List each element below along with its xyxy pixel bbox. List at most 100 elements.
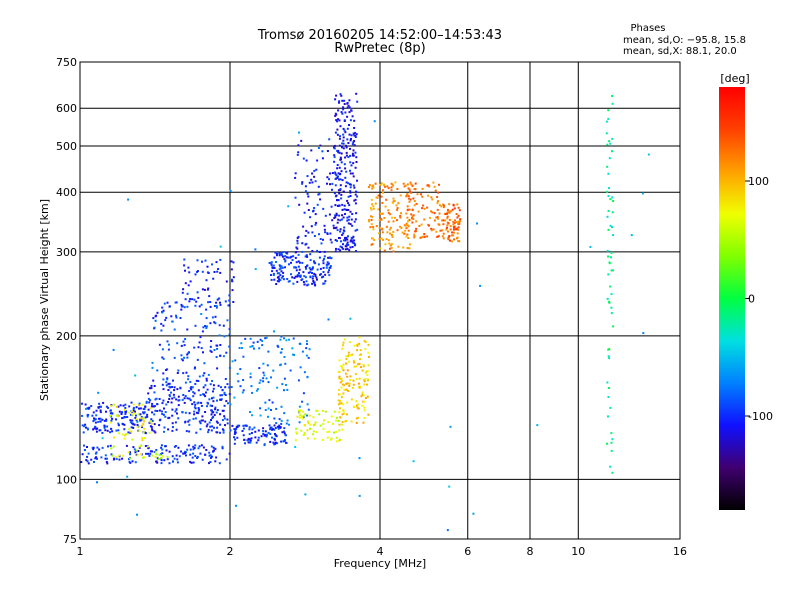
- data-point: [317, 193, 320, 196]
- data-point: [353, 140, 356, 142]
- data-point: [295, 266, 298, 269]
- data-point: [276, 280, 279, 283]
- data-point: [344, 167, 347, 170]
- data-point: [339, 249, 342, 252]
- data-point: [197, 407, 200, 409]
- data-point: [177, 369, 180, 372]
- data-point: [334, 114, 337, 117]
- data-point: [222, 324, 225, 327]
- data-point: [314, 262, 317, 265]
- data-point: [607, 387, 610, 389]
- data-point: [175, 314, 177, 317]
- data-point: [106, 457, 108, 460]
- data-point: [612, 200, 615, 202]
- data-point: [336, 199, 338, 202]
- data-point: [204, 259, 207, 262]
- data-point: [184, 269, 186, 272]
- data-point: [199, 422, 202, 425]
- data-point: [206, 388, 209, 391]
- data-point: [349, 191, 352, 194]
- data-point: [302, 271, 305, 274]
- data-point: [387, 209, 390, 212]
- data-point: [162, 324, 165, 327]
- data-point: [340, 396, 343, 399]
- data-point: [129, 419, 132, 422]
- data-point: [341, 99, 344, 102]
- data-point: [201, 415, 204, 418]
- data-point: [118, 458, 121, 461]
- data-point: [438, 204, 441, 207]
- data-point: [186, 353, 189, 356]
- data-point: [430, 196, 433, 199]
- data-point: [100, 405, 102, 408]
- data-point: [229, 190, 232, 192]
- data-point: [154, 431, 157, 434]
- data-point: [326, 261, 329, 264]
- data-point: [189, 453, 192, 456]
- data-point: [405, 235, 408, 238]
- data-point: [447, 208, 449, 211]
- data-point: [233, 396, 236, 399]
- data-point: [329, 438, 332, 441]
- data-point: [316, 159, 319, 162]
- data-point: [188, 412, 191, 415]
- data-point: [124, 407, 127, 409]
- data-point: [313, 207, 316, 209]
- data-point: [188, 397, 191, 400]
- data-point: [226, 418, 229, 421]
- data-point: [607, 228, 610, 231]
- data-point: [407, 237, 410, 239]
- data-point: [282, 440, 285, 443]
- data-point: [336, 229, 339, 232]
- data-point: [323, 255, 326, 258]
- data-point: [347, 243, 350, 246]
- data-point: [387, 239, 390, 242]
- data-point: [171, 414, 174, 417]
- data-point: [280, 253, 283, 256]
- data-point: [341, 366, 344, 369]
- data-point: [201, 330, 204, 333]
- data-point: [188, 390, 191, 392]
- data-point: [342, 142, 345, 145]
- data-point: [297, 151, 300, 154]
- data-point: [204, 325, 206, 327]
- data-point: [274, 251, 277, 254]
- data-point: [312, 280, 315, 282]
- data-point: [316, 249, 319, 252]
- data-point: [278, 254, 281, 257]
- data-point: [298, 272, 300, 275]
- data-point: [194, 403, 197, 406]
- data-point: [164, 319, 167, 322]
- data-point: [212, 390, 214, 393]
- data-point: [373, 239, 376, 241]
- data-point: [339, 381, 342, 384]
- data-point: [205, 449, 208, 451]
- data-point: [183, 452, 186, 455]
- data-point: [446, 217, 449, 220]
- data-point: [84, 403, 87, 406]
- data-point: [215, 411, 218, 414]
- data-point: [316, 278, 318, 281]
- data-point: [131, 410, 133, 413]
- data-point: [354, 166, 357, 169]
- data-point: [408, 247, 411, 250]
- data-point: [298, 405, 301, 408]
- data-point: [162, 357, 165, 360]
- data-point: [314, 223, 317, 226]
- data-point: [110, 427, 113, 430]
- data-point: [206, 401, 209, 404]
- data-point: [450, 210, 453, 213]
- data-point: [441, 219, 444, 222]
- data-point: [101, 418, 104, 421]
- data-point: [249, 372, 252, 375]
- data-point: [198, 408, 201, 411]
- data-point: [344, 248, 347, 251]
- data-point: [476, 222, 478, 225]
- data-point: [138, 430, 141, 432]
- data-point: [97, 406, 100, 409]
- data-point: [216, 409, 219, 411]
- data-point: [180, 308, 183, 311]
- data-point: [147, 397, 150, 400]
- data-point: [329, 256, 331, 259]
- data-point: [196, 291, 199, 294]
